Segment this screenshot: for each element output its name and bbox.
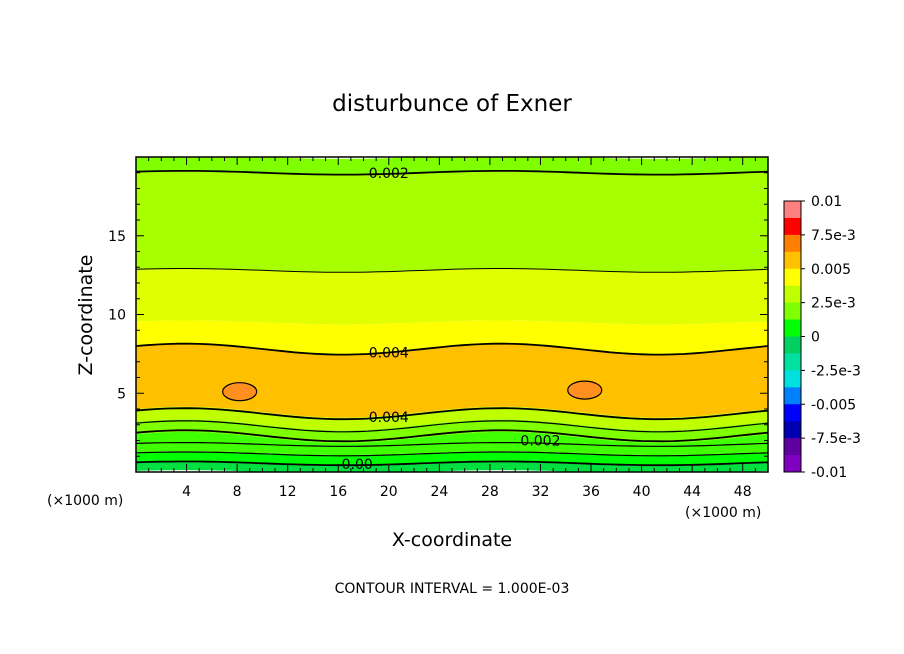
x-tick-label-10: 44	[683, 484, 701, 500]
colorbar-label-7: -7.5e-3	[811, 431, 861, 447]
y-axis-label: Z-coordinate	[75, 255, 97, 376]
contour-line-7	[135, 268, 769, 273]
colorbar-label-8: -0.01	[811, 465, 847, 481]
contour-line-2	[135, 442, 769, 447]
local-maximum-1	[567, 380, 603, 400]
colorbar-swatch-12	[784, 404, 801, 422]
contour-line-8	[135, 170, 769, 176]
contour-band-4	[136, 406, 768, 431]
x-tick-label-3: 16	[329, 484, 347, 500]
colorbar-label-5: -2.5e-3	[811, 363, 861, 379]
contour-band-3	[136, 419, 768, 443]
contour-line-4	[135, 420, 769, 433]
contour-label-2: 0.004	[369, 410, 409, 426]
x-unit-label-right: (×1000 m)	[685, 505, 761, 521]
x-tick-label-4: 20	[380, 484, 398, 500]
local-maximum-0	[222, 382, 258, 402]
colorbar: 0.01 7.5e-3 0.005 2.5e-3 0 -2.5e-3 -0.005 -7.5e…	[783, 194, 861, 481]
y-tick-label-2: 15	[108, 229, 126, 245]
contour-band-8	[136, 170, 768, 273]
contour-line-6	[135, 342, 769, 356]
x-tick-label-7: 32	[532, 484, 550, 500]
contour-band-9	[136, 157, 768, 175]
colorbar-swatch-8	[784, 336, 801, 354]
contour-line-0	[135, 460, 769, 467]
contour-interval-note: CONTOUR INTERVAL = 1.000E-03	[335, 581, 570, 597]
colorbar-swatch-13	[784, 421, 801, 439]
colorbar-label-3: 2.5e-3	[811, 296, 856, 312]
contour-band-5	[136, 343, 768, 418]
x-tick-label-5: 24	[430, 484, 448, 500]
x-tick-label-11: 48	[734, 484, 752, 500]
colorbar-swatch-3	[784, 251, 801, 270]
contour-band-6	[136, 320, 768, 355]
colorbar-swatch-10	[784, 370, 801, 388]
colorbar-swatch-5	[784, 285, 801, 304]
colorbar-swatch-7	[784, 319, 801, 337]
colorbar-swatch-9	[784, 353, 801, 371]
x-unit-label-left: (×1000 m)	[47, 493, 123, 509]
colorbar-swatch-14	[784, 438, 801, 456]
contour-label-4: 0.00	[342, 457, 373, 473]
x-tick-label-8: 36	[582, 484, 600, 500]
colorbar-swatch-1	[784, 217, 801, 236]
colorbar-swatch-2	[784, 234, 801, 253]
contour-line-1	[135, 451, 769, 457]
contour-label-3: 0.002	[520, 434, 560, 450]
x-tick-label-9: 40	[633, 484, 651, 500]
contour-line-3	[135, 429, 769, 443]
x-tick-label-1: 8	[233, 484, 242, 500]
colorbar-swatch-0	[784, 201, 801, 219]
colorbar-label-4: 0	[811, 330, 820, 346]
contour-band-7	[136, 268, 768, 325]
colorbar-swatch-15	[784, 455, 801, 473]
y-tick-label-0: 5	[117, 386, 126, 402]
colorbar-swatch-4	[784, 268, 801, 287]
colorbar-label-1: 7.5e-3	[811, 228, 856, 244]
contour-line-5	[135, 407, 769, 421]
contour-band-0	[136, 462, 768, 472]
x-tick-label-2: 12	[279, 484, 297, 500]
contour-label-1: 0.004	[369, 345, 409, 361]
y-tick-label-1: 10	[108, 308, 126, 324]
chart-title: disturbunce of Exner	[332, 91, 572, 117]
x-tick-label-0: 4	[182, 484, 191, 500]
x-tick-label-6: 28	[481, 484, 499, 500]
colorbar-swatch-11	[784, 387, 801, 405]
contour-label-0: 0.002	[369, 166, 409, 182]
colorbar-label-0: 0.01	[811, 194, 842, 210]
colorbar-label-6: -0.005	[811, 397, 856, 413]
x-axis-label: X-coordinate	[392, 529, 512, 551]
colorbar-swatch-6	[784, 302, 801, 321]
colorbar-label-2: 0.005	[811, 262, 851, 278]
